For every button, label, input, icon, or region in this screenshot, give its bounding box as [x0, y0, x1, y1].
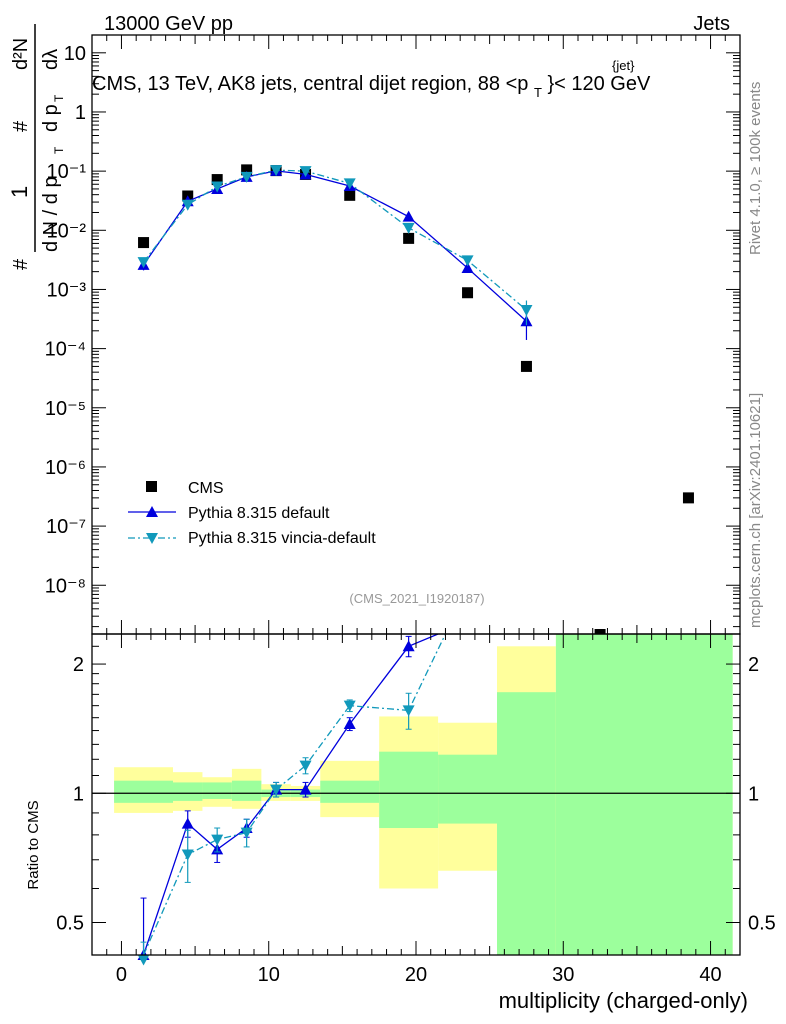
ratio-point-pythia-vincia [181, 849, 194, 861]
main-y-tick-label: 10⁻⁴ [45, 339, 86, 361]
ratio-band-inner [438, 754, 497, 824]
ratio-point-pythia-vincia [343, 700, 356, 712]
legend-default-label: Pythia 8.315 default [188, 505, 330, 522]
main-line-pythia-default [143, 170, 527, 322]
ratio-point-pythia-default [343, 718, 356, 730]
ratio-band-inner [173, 782, 203, 801]
main-point-pythia-vincia [299, 166, 312, 178]
ratio-point-pythia-vincia [137, 954, 150, 966]
main-point-pythia-default [402, 210, 415, 222]
x-axis-label: multiplicity (charged-only) [499, 988, 748, 1013]
ratio-y-tick-label-left: 2 [73, 654, 84, 676]
ratio-point-pythia-vincia [402, 705, 415, 717]
main-point-pythia-vincia [240, 171, 253, 183]
main-point-cms [520, 360, 532, 372]
legend-default-marker [146, 506, 158, 517]
ratio-y-tick-label-right: 0.5 [748, 912, 776, 934]
main-y-tick-label: 10⁻⁶ [45, 457, 86, 479]
main-point-cms-clipped [594, 629, 606, 634]
side-version: Rivet 4.1.0, ≥ 100k events [747, 82, 764, 255]
main-y-tick-label: 1 [75, 102, 86, 124]
main-y-tick-label: 10⁻³ [47, 279, 87, 301]
ratio-y-tick-label-left: 1 [73, 783, 84, 805]
x-tick-label: 0 [116, 964, 127, 986]
side-source: mcplots.cern.ch [arXiv:2401.10621] [747, 393, 764, 628]
ratio-point-pythia-default [181, 817, 194, 829]
ratio-y-tick-label-left: 0.5 [56, 912, 84, 934]
main-point-cms [211, 174, 223, 186]
main-y-tick-label: 10 [64, 43, 86, 65]
ratio-band-inner [231, 780, 262, 801]
ratio-point-pythia-vincia [211, 834, 224, 846]
ratio-band-inner [555, 634, 733, 955]
ratio-band-inner [497, 692, 556, 955]
main-point-pythia-vincia [211, 181, 224, 193]
ratio-y-axis-label: Ratio to CMS [25, 800, 42, 889]
ratio-band-inner [114, 780, 173, 803]
y-label-dn-dpt: d N / d p [40, 176, 62, 252]
main-y-tick-label: 10⁻⁷ [46, 516, 86, 538]
ratio-y-tick-label-right: 2 [748, 654, 759, 676]
ratio-point-pythia-vincia [240, 827, 253, 839]
main-point-cms [462, 287, 474, 299]
ratio-uncertainty-bands [114, 634, 733, 955]
energy-label: 13000 GeV pp [104, 13, 233, 35]
main-point-pythia-vincia [461, 255, 474, 267]
main-point-cms [403, 232, 415, 244]
plot-title-end: }< 120 GeV [547, 73, 651, 95]
legend-cms-label: CMS [188, 480, 224, 497]
main-point-cms [241, 164, 253, 176]
analysis-id: (CMS_2021_I1920187) [349, 591, 484, 606]
y-label-dpt: d p [40, 104, 62, 132]
plot-title-main: CMS, 13 TeV, AK8 jets, central dijet reg… [92, 73, 528, 95]
plot-title-sup: {jet} [612, 58, 635, 73]
main-point-cms [138, 237, 150, 249]
main-point-pythia-vincia [181, 199, 194, 211]
ratio-band-inner [320, 780, 380, 803]
main-point-pythia-vincia [520, 304, 533, 316]
ratio-band-inner [202, 782, 232, 799]
main-point-pythia-vincia [343, 178, 356, 190]
y-label-dlambda: dλ [40, 49, 62, 70]
x-tick-label: 20 [405, 964, 427, 986]
x-tick-label: 10 [258, 964, 280, 986]
main-y-axis-label: # 1 d N / d p T # d p T dλ d²N [7, 24, 66, 270]
main-point-cms [682, 492, 694, 504]
y-label-one: 1 [7, 186, 32, 198]
legend: CMS Pythia 8.315 default Pythia 8.315 vi… [128, 480, 376, 547]
ratio-point-pythia-vincia [299, 760, 312, 772]
ratio-point-pythia-default [299, 783, 312, 795]
legend-vincia-marker [146, 533, 158, 544]
legend-cms-marker [146, 481, 157, 492]
category-label: Jets [693, 13, 730, 35]
ratio-band-inner [379, 751, 439, 829]
ratio-point-pythia-vincia [270, 784, 283, 796]
main-line-pythia-vincia [143, 169, 527, 311]
ratio-panel [92, 633, 740, 966]
main-y-tick-label: 10⁻⁵ [45, 398, 86, 420]
main-point-cms [344, 189, 356, 201]
legend-vincia-label: Pythia 8.315 vincia-default [188, 530, 376, 547]
main-point-pythia-vincia [402, 222, 415, 234]
y-label-hash-1: # [10, 258, 32, 270]
main-y-tick-label: 10⁻² [47, 220, 87, 242]
x-tick-label: 40 [699, 964, 721, 986]
plot-title-sub: T [534, 85, 542, 100]
main-y-tick-label: 10⁻¹ [47, 161, 87, 183]
y-label-hash-2: # [10, 120, 32, 132]
main-point-pythia-vincia [270, 165, 283, 177]
main-panel [137, 164, 694, 634]
ratio-y-tick-label-right: 1 [748, 783, 759, 805]
main-point-pythia-vincia [137, 257, 150, 269]
main-point-pythia-default [461, 262, 474, 274]
plot-title: CMS, 13 TeV, AK8 jets, central dijet reg… [92, 73, 651, 102]
main-y-tick-label: 10⁻⁸ [45, 575, 86, 597]
y-label-t-sub-2: T [52, 94, 66, 102]
x-tick-label: 30 [552, 964, 574, 986]
ratio-point-pythia-default [402, 640, 415, 652]
y-label-t-sub-1: T [52, 146, 66, 154]
y-label-d2n: d²N [10, 38, 32, 70]
